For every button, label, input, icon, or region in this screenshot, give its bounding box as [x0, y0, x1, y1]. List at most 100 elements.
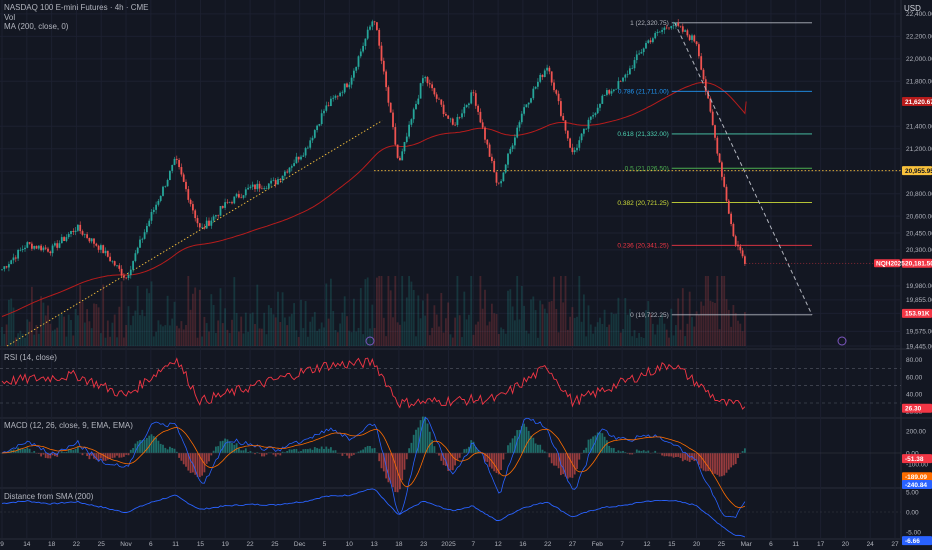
volume-bar — [270, 307, 272, 346]
candle-body — [279, 179, 282, 181]
candle-body — [353, 70, 355, 78]
candle-body — [33, 245, 36, 249]
volume-bar — [725, 299, 728, 346]
volume-bar — [652, 323, 654, 346]
candle-body — [159, 195, 162, 201]
macd-histogram-bar — [468, 446, 470, 453]
macd-histogram-bar — [470, 440, 473, 453]
candle-body — [401, 151, 404, 161]
macd-histogram-bar — [629, 453, 631, 455]
projection-path — [674, 22, 813, 316]
volume-bar — [714, 302, 716, 346]
candle-body — [612, 89, 615, 92]
volume-bar — [166, 295, 169, 346]
macd-histogram-bar — [415, 429, 417, 453]
macd-histogram-bar — [143, 439, 146, 453]
candle-body — [336, 95, 339, 97]
volume-bar — [210, 294, 213, 346]
candle-body — [362, 45, 364, 52]
candle-body — [318, 123, 321, 126]
candle-body — [668, 27, 670, 29]
candle-body — [316, 125, 318, 131]
candle-body — [265, 188, 268, 189]
candle-body — [463, 107, 466, 114]
candle-body — [371, 21, 374, 27]
volume-bar — [718, 329, 721, 346]
volume-bar — [500, 327, 502, 346]
candle-body — [3, 266, 6, 270]
candle-body — [693, 35, 696, 42]
volume-bar — [311, 316, 314, 346]
macd-histogram-bar — [587, 439, 590, 453]
price-tick-label: 20,300.00 — [906, 247, 932, 254]
volume-bar — [240, 316, 243, 346]
macd-histogram-bar — [157, 440, 160, 453]
candle-body — [493, 160, 496, 173]
macd-histogram-bar — [286, 450, 289, 453]
volume-bar — [624, 298, 627, 346]
volume-bar — [587, 305, 590, 346]
candle-body — [14, 257, 17, 259]
macd-histogram-bar — [422, 416, 424, 453]
candle-body — [385, 71, 387, 88]
volume-bar — [102, 284, 105, 346]
candle-body — [419, 83, 422, 99]
macd-histogram-bar — [293, 449, 295, 453]
candle-body — [741, 250, 744, 257]
volume-bar — [350, 332, 353, 346]
volume-bar — [555, 308, 558, 346]
macd-histogram-bar — [224, 438, 226, 453]
macd-histogram-bar — [369, 445, 371, 453]
candle-body — [497, 182, 500, 184]
volume-bar — [376, 277, 378, 346]
macd-histogram-bar — [380, 453, 383, 469]
price-tick-label: 19,445.00 — [906, 343, 932, 350]
volume-bar — [656, 324, 659, 346]
volume-bar — [277, 291, 279, 346]
candle-body — [35, 245, 38, 249]
candle-body — [376, 22, 378, 30]
volume-bar — [596, 322, 599, 346]
volume-bar — [348, 330, 351, 346]
volume-bar — [143, 316, 146, 346]
volume-bar — [642, 337, 645, 346]
volume-bar — [426, 293, 429, 346]
candle-body — [132, 261, 134, 270]
volume-bar — [468, 314, 470, 346]
ma-value-badge-text: 21,620.67 — [905, 99, 932, 106]
macd-histogram-bar — [642, 450, 645, 453]
macd-histogram-bar — [187, 453, 190, 471]
volume-bar — [603, 309, 606, 346]
candle-body — [106, 250, 109, 257]
macd-histogram-bar — [440, 453, 443, 461]
macd-histogram-bar — [419, 420, 422, 453]
macd-histogram-bar — [566, 453, 569, 479]
volume-bar — [454, 317, 456, 346]
price-tick-label: 22,000.00 — [906, 56, 932, 63]
time-tick-label: 20 — [842, 541, 850, 548]
time-tick-label: 22 — [544, 541, 552, 548]
macd-histogram-bar — [281, 451, 284, 453]
macd-histogram-bar — [72, 450, 75, 453]
macd-histogram-bar — [194, 453, 197, 475]
candle-body — [49, 251, 52, 254]
symbol-title: NASDAQ 100 E-mini Futures · 4h · CME — [4, 3, 149, 12]
candle-body — [445, 114, 447, 116]
volume-bar — [635, 337, 638, 346]
candle-body — [233, 196, 236, 204]
volume-bar — [709, 300, 712, 346]
volume-bar — [173, 301, 176, 346]
candle-body — [185, 181, 187, 190]
candle-body — [5, 266, 8, 268]
candle-body — [277, 179, 279, 185]
candle-body — [56, 243, 59, 248]
candle-body — [339, 92, 341, 97]
macd-histogram-bar — [19, 448, 22, 453]
volume-bar — [649, 313, 652, 346]
macd-histogram-bar — [458, 453, 461, 458]
macd-histogram-bar — [373, 448, 376, 453]
candle-body — [164, 186, 167, 187]
volume-bar — [295, 330, 298, 346]
volume-bar — [693, 326, 696, 346]
